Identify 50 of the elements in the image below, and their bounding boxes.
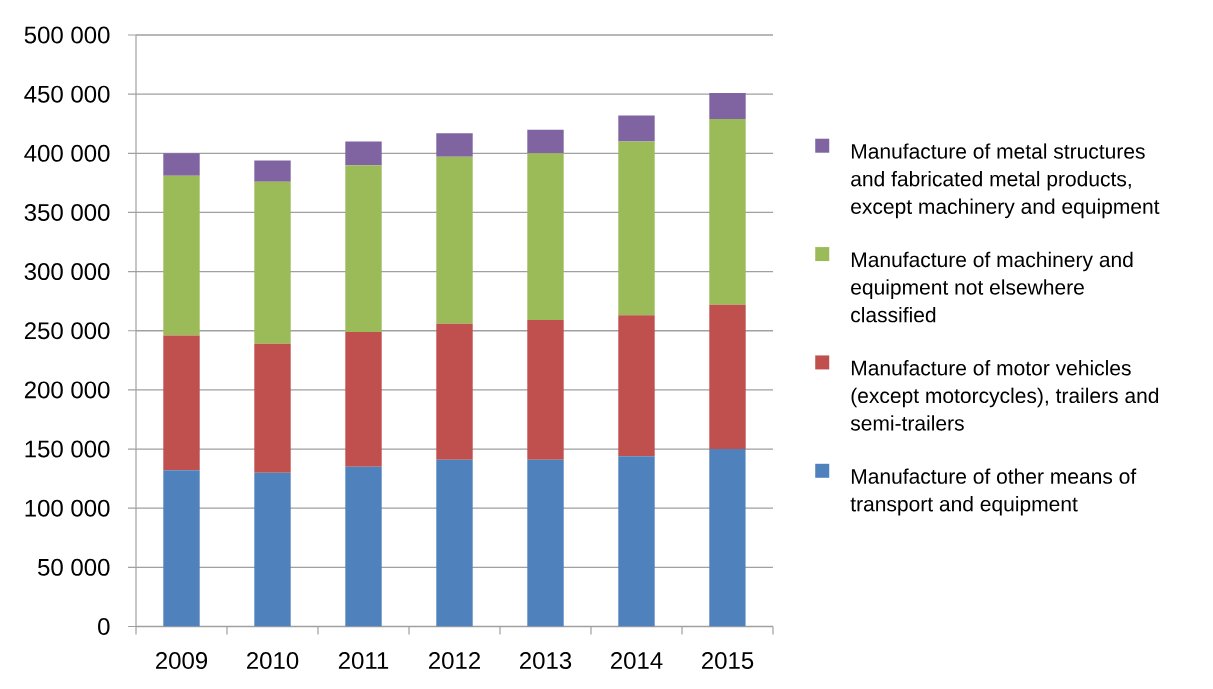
legend-label: Manufacture of machinery and equipment not elsewhere classified: [851, 251, 1133, 323]
bar: [618, 115, 655, 142]
y-tick-label: 200 000: [24, 381, 110, 399]
bar: [436, 156, 473, 324]
legend-label: Manufacture of other means of transport and equipment: [850, 468, 1137, 516]
bar: [709, 118, 746, 305]
y-tick-label: 300 000: [24, 263, 110, 281]
legend-label: Manufacture of motor vehicles (except motorcycles), trailers and semi-trailers: [850, 360, 1159, 431]
bar: [345, 141, 382, 166]
bar: [709, 92, 746, 119]
bar: [163, 470, 200, 627]
bar: [163, 335, 200, 471]
bar: [527, 320, 564, 460]
y-tick-label: 150 000: [25, 440, 110, 458]
y-tick-label: 100 000: [25, 499, 110, 517]
bar: [618, 315, 655, 457]
bar: [436, 133, 473, 157]
bar: [618, 141, 655, 316]
bar: [527, 129, 564, 154]
x-tick-label: 2010: [247, 652, 299, 670]
x-tick-label: 2009: [156, 652, 208, 670]
bar: [345, 331, 382, 467]
bar: [527, 153, 564, 321]
bar: [436, 323, 473, 460]
bar: [163, 175, 200, 336]
bar: [345, 165, 382, 332]
bar: [345, 466, 382, 627]
bar: [254, 181, 291, 344]
bar: [709, 449, 746, 627]
y-tick-label: 500 000: [24, 26, 110, 44]
legend-label: Manufacture of metal structures and fabricated metal products, except machinery and equipment: [851, 143, 1160, 219]
bar: [436, 459, 473, 627]
bar: [254, 160, 291, 182]
bar: [254, 472, 291, 627]
bar: [254, 343, 291, 473]
y-tick-label: 0: [98, 618, 110, 635]
bar: [163, 153, 200, 176]
x-tick-label: 2015: [702, 652, 754, 670]
bar: [618, 456, 655, 627]
bar: [527, 459, 564, 627]
y-tick-label: 350 000: [24, 203, 110, 221]
x-tick-label: 2014: [611, 652, 663, 670]
y-tick-label: 250 000: [24, 322, 110, 340]
y-tick-label: 450 000: [24, 85, 110, 103]
x-tick-label: 2011: [338, 652, 389, 670]
x-tick-label: 2013: [520, 652, 572, 670]
y-tick-label: 50 000: [38, 558, 110, 576]
bar: [709, 304, 746, 450]
x-tick-label: 2012: [429, 652, 480, 670]
y-tick-label: 400 000: [24, 144, 110, 162]
